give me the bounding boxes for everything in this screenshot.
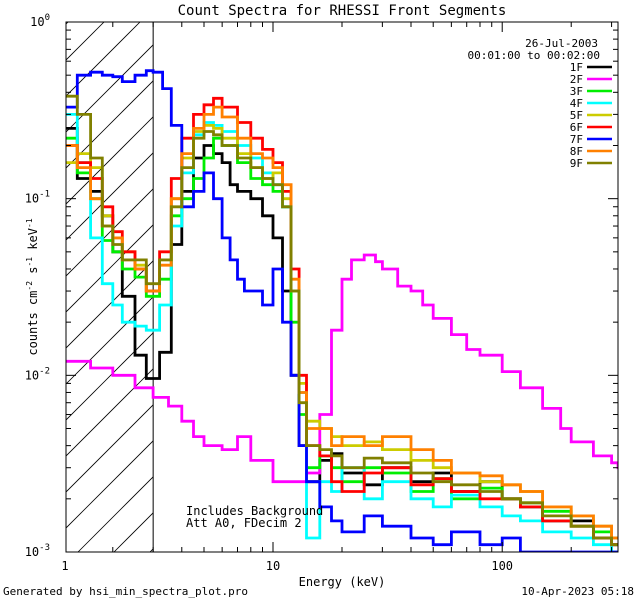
legend-label-4F: 4F: [570, 97, 583, 110]
y-tick-base: 10: [25, 545, 39, 559]
spectra-series: [66, 69, 618, 552]
hatch-line: [66, 44, 154, 133]
y-tick-label: 10-1: [25, 190, 50, 206]
legend-label-8F: 8F: [570, 145, 583, 158]
legend-label-9F: 9F: [570, 157, 583, 170]
y-tick-exp: -2: [39, 366, 50, 376]
observation-date: 26-Jul-2003: [525, 37, 598, 50]
y-axis-label: counts cm-2 s-1 keV-1: [25, 218, 40, 355]
y-tick-label: 10-3: [25, 543, 50, 559]
x-axis-label: Energy (keV): [299, 575, 386, 589]
hatch-line: [66, 368, 154, 457]
y-tick-base: 10: [30, 15, 44, 29]
y-label-part: keV: [26, 228, 40, 257]
hatch-line: [66, 440, 154, 529]
annotation-attenuator: Att A0, FDecim 2: [186, 516, 302, 530]
series-2F-line: [66, 253, 618, 484]
footer-generated-by: Generated by hsi_min_spectra_plot.pro: [3, 585, 248, 598]
hatch-line: [66, 22, 105, 61]
hatch-line: [66, 22, 141, 97]
y-tick-base: 10: [25, 368, 39, 382]
y-tick-label: 10-2: [25, 366, 50, 382]
series-7F-line: [66, 69, 618, 552]
y-tick-exp: -1: [39, 190, 50, 200]
y-tick-exp: 0: [45, 13, 50, 23]
chart-title: Count Spectra for RHESSI Front Segments: [178, 3, 507, 19]
legend-label-7F: 7F: [570, 133, 583, 146]
y-label-exp: -1: [25, 257, 34, 267]
x-tick-label: 1: [61, 559, 68, 573]
y-label-part: s: [26, 267, 40, 281]
annotation-background: Includes Background: [186, 504, 323, 518]
legend-label-3F: 3F: [570, 85, 583, 98]
legend-label-1F: 1F: [570, 61, 583, 74]
x-tick-label: 10: [266, 559, 280, 573]
footer-timestamp: 10-Apr-2023 05:18: [521, 585, 634, 598]
y-tick-exp: -3: [39, 543, 50, 553]
hatch-line: [66, 188, 154, 277]
y-tick-label: 100: [30, 13, 50, 29]
y-tick-base: 10: [25, 192, 39, 206]
observation-time-range: 00:01:00 to 00:02:00: [468, 49, 600, 62]
legend-label-2F: 2F: [570, 73, 583, 86]
x-tick-label: 100: [491, 559, 513, 573]
legend-label-5F: 5F: [570, 109, 583, 122]
y-label-exp: -2: [25, 281, 34, 291]
legend-label-6F: 6F: [570, 121, 583, 134]
y-label-part: counts cm: [26, 291, 40, 356]
y-label-exp: -1: [25, 218, 34, 228]
series-9F-line: [66, 94, 618, 547]
series-8F-line: [66, 105, 618, 540]
hatch-line: [66, 404, 154, 493]
